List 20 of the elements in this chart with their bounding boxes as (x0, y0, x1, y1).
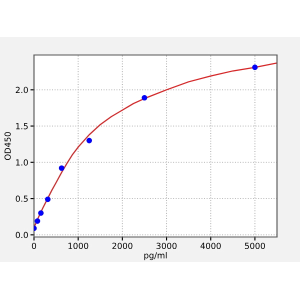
point (252, 64, 258, 70)
y-tick-label: 0.5 (16, 196, 28, 202)
point (34, 218, 40, 224)
y-axis-title: OD450 (4, 132, 11, 160)
point (142, 95, 148, 101)
x-tick-label: 2000 (112, 242, 132, 250)
y-tick-label: 2.0 (16, 86, 28, 94)
x-tick-label: 3000 (156, 242, 177, 250)
x-tick-label: 0 (32, 242, 36, 250)
y-tick-label: 0.0 (16, 232, 28, 238)
y-tick-label: 1.5 (16, 123, 28, 130)
point (58, 165, 64, 171)
point (86, 138, 92, 144)
y-tick-label: 1.0 (16, 159, 28, 166)
x-axis-title: pg/ml (144, 252, 167, 260)
x-tick-label: 5000 (244, 242, 265, 250)
point (45, 196, 51, 202)
x-tick-label: 4000 (200, 242, 221, 250)
point (38, 210, 44, 216)
x-tick-label: 1000 (68, 242, 88, 250)
